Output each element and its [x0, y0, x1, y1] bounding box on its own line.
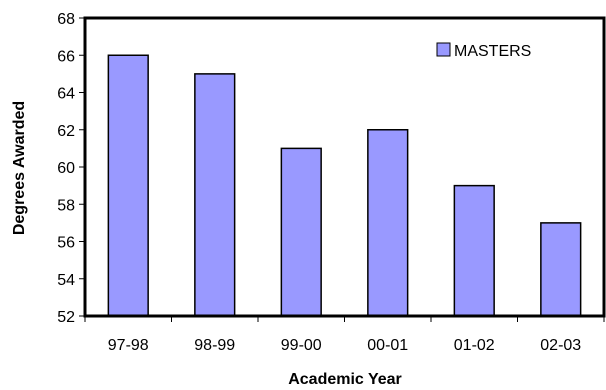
- y-axis-ticks: 52 54 56 58 60 62 64 66 68: [57, 11, 85, 326]
- x-tick-label: 00-01: [367, 337, 408, 354]
- bar: [453, 184, 495, 317]
- x-tick-label: 02-03: [540, 337, 581, 354]
- y-axis-title: Degrees Awarded: [11, 101, 28, 235]
- x-tick-label: 97-98: [108, 337, 149, 354]
- y-tick-label: 64: [57, 86, 75, 103]
- legend: MASTERS: [436, 42, 531, 60]
- y-tick-label: 60: [57, 160, 75, 177]
- x-tick-label: 01-02: [454, 337, 495, 354]
- y-tick-label: 52: [57, 309, 75, 326]
- bars: [107, 54, 582, 317]
- legend-label: MASTERS: [454, 43, 531, 60]
- y-tick-label: 58: [57, 197, 75, 214]
- y-tick-label: 54: [57, 272, 75, 289]
- plot-area-frame: [83, 16, 606, 318]
- x-axis-ticks: 97-98 98-99 99-00 00-01 01-02 02-03: [84, 316, 605, 354]
- legend-swatch: [436, 42, 451, 57]
- x-tick-label: 98-99: [194, 337, 235, 354]
- y-tick-label: 66: [57, 48, 75, 65]
- y-tick-label: 56: [57, 235, 75, 252]
- bar: [194, 73, 236, 317]
- bar: [107, 54, 149, 317]
- y-tick-label: 68: [57, 11, 75, 28]
- bar: [280, 147, 322, 317]
- bar: [540, 222, 582, 317]
- x-tick-label: 99-00: [281, 337, 322, 354]
- x-axis-title: Academic Year: [288, 371, 402, 388]
- bar: [367, 129, 409, 317]
- y-tick-label: 62: [57, 123, 75, 140]
